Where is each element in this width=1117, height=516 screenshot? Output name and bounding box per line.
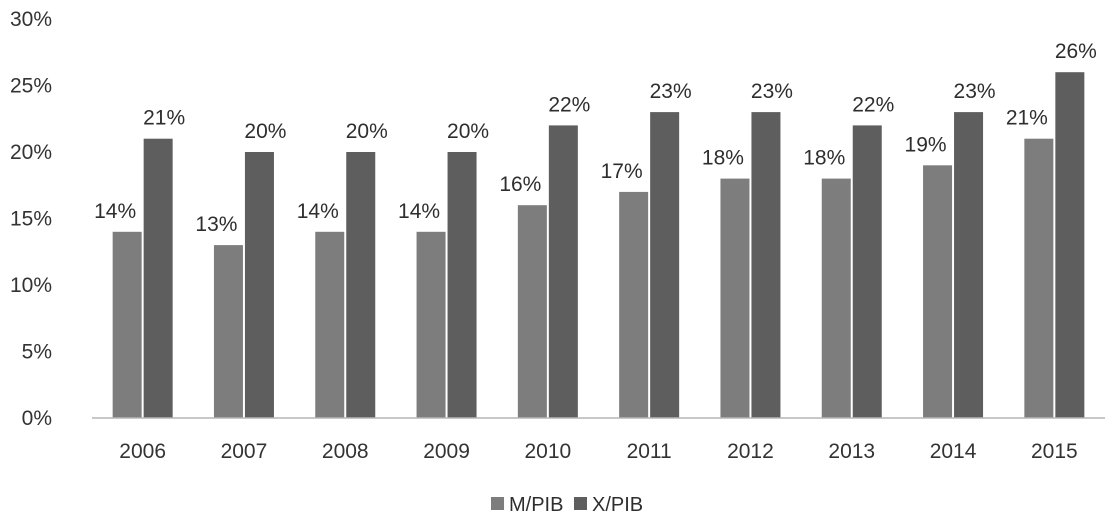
bar-x-pib-2013 — [852, 125, 882, 419]
data-label: 23% — [954, 80, 996, 103]
y-tick-label: 10% — [10, 274, 52, 297]
data-label: 14% — [398, 200, 440, 223]
x-axis: 2006 2007 2008 2009 2010 2011 2012 2013 2014 2015 — [119, 440, 1077, 463]
legend-label: X/PIB — [592, 494, 643, 516]
bar-m-pib-2007 — [213, 245, 243, 418]
y-axis: 0% 5% 10% 15% 20% 25% 30% — [10, 8, 52, 430]
data-label: 20% — [244, 120, 286, 143]
bar-x-pib-2012 — [751, 112, 781, 418]
data-label: 23% — [650, 80, 692, 103]
x-tick-label: 2013 — [828, 440, 875, 463]
y-tick-label: 15% — [10, 208, 52, 231]
data-labels: 14% 21% 13% 20% 14% 20% 14% 20% 16% 22% 17% 23% 18% 2… — [94, 40, 1097, 236]
data-label: 18% — [702, 147, 744, 170]
data-label: 22% — [852, 93, 894, 116]
bar-x-pib-2011 — [650, 112, 680, 418]
data-label: 16% — [499, 173, 541, 196]
bars — [112, 72, 1085, 419]
bar-x-pib-2015 — [1055, 72, 1085, 418]
bar-m-pib-2014 — [923, 165, 953, 418]
data-label: 20% — [346, 120, 388, 143]
data-label: 26% — [1055, 40, 1097, 63]
x-tick-label: 2015 — [1031, 440, 1078, 463]
data-label: 14% — [94, 200, 136, 223]
legend-swatch-m-pib — [491, 497, 504, 510]
data-label: 20% — [447, 120, 489, 143]
bar-m-pib-2010 — [517, 205, 547, 418]
y-tick-label: 5% — [22, 341, 52, 364]
x-tick-label: 2009 — [423, 440, 470, 463]
y-tick-label: 25% — [10, 75, 52, 98]
x-tick-label: 2006 — [119, 440, 166, 463]
y-tick-label: 30% — [10, 8, 52, 31]
bar-x-pib-2006 — [143, 138, 173, 418]
x-tick-label: 2014 — [930, 440, 977, 463]
bar-m-pib-2008 — [315, 231, 345, 418]
data-label: 22% — [548, 93, 590, 116]
bar-x-pib-2009 — [447, 152, 477, 418]
data-label: 21% — [143, 107, 185, 130]
legend: M/PIB X/PIB — [491, 494, 643, 516]
x-tick-label: 2010 — [524, 440, 571, 463]
x-tick-label: 2012 — [727, 440, 774, 463]
data-label: 19% — [905, 133, 947, 156]
bar-m-pib-2011 — [619, 191, 649, 418]
bar-m-pib-2012 — [720, 178, 750, 418]
data-label: 21% — [1006, 107, 1048, 130]
bar-x-pib-2014 — [954, 112, 984, 418]
y-tick-label: 20% — [10, 141, 52, 164]
legend-swatch-x-pib — [574, 497, 587, 510]
bar-m-pib-2013 — [821, 178, 851, 418]
bar-x-pib-2010 — [548, 125, 578, 419]
x-tick-label: 2011 — [627, 440, 672, 463]
data-label: 18% — [803, 147, 845, 170]
bar-m-pib-2015 — [1024, 138, 1054, 418]
bar-x-pib-2008 — [346, 152, 376, 418]
y-tick-label: 0% — [22, 407, 52, 430]
x-tick-label: 2007 — [221, 440, 268, 463]
data-label: 17% — [601, 160, 643, 183]
bar-x-pib-2007 — [244, 152, 274, 418]
legend-label: M/PIB — [509, 494, 563, 516]
data-label: 23% — [751, 80, 793, 103]
x-tick-label: 2008 — [322, 440, 369, 463]
data-label: 13% — [195, 213, 237, 236]
data-label: 14% — [297, 200, 339, 223]
bar-m-pib-2006 — [112, 231, 142, 418]
bar-m-pib-2009 — [416, 231, 446, 418]
